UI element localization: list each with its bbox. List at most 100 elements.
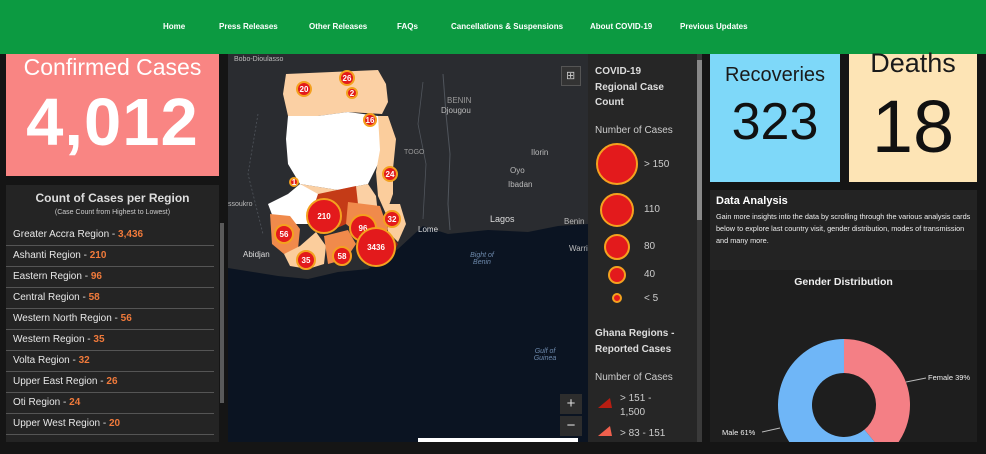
region-count-panel: Count of Cases per Region (Case Count fr… (6, 185, 224, 442)
bubble-label: 16 (366, 116, 375, 125)
bubble-label: 20 (300, 85, 309, 94)
region-row[interactable]: Western North Region - 56 (6, 309, 214, 330)
bubble-label: 32 (388, 215, 397, 224)
bubble-label: 26 (343, 74, 352, 83)
gender-title: Gender Distribution (794, 276, 893, 288)
map-label: ssoukro (228, 201, 253, 208)
region-value: 56 (120, 313, 132, 324)
zoom-in-button[interactable]: + (560, 394, 582, 414)
map-label: Lagos (490, 214, 515, 224)
map-label: Bobo-Dioulasso (234, 56, 284, 63)
female-label: Female 39% (928, 373, 971, 382)
bubble-label: 1 (292, 178, 297, 187)
map-view[interactable]: 26 20 2 16 1 24 210 96 32 56 3436 35 58 (228, 54, 588, 442)
region-name: Greater Accra Region - (13, 229, 119, 240)
map-bubble[interactable] (306, 198, 342, 234)
map-overview-button[interactable]: ⊞ (561, 66, 581, 86)
region-panel-subtitle: (Case Count from Highest to Lowest) (54, 209, 171, 216)
scroll-thumb[interactable] (697, 60, 702, 220)
legend-title: Regional Case (595, 82, 664, 93)
region-row[interactable]: Greater Accra Region - 3,436 (6, 225, 214, 246)
map-label: BENIN (447, 96, 472, 105)
map-label: Benin (564, 217, 585, 226)
map-label: Abidjan (243, 250, 270, 259)
nav-cancellations[interactable]: Cancellations & Suspensions (451, 22, 564, 31)
legend-bubble (604, 234, 630, 260)
nav-other-releases[interactable]: Other Releases (309, 22, 368, 31)
data-analysis-card: Data Analysis Gain more insights into th… (710, 190, 977, 270)
map-bubble[interactable] (332, 246, 352, 266)
legend-bubble (612, 293, 622, 303)
region-name: Eastern Region - (13, 271, 91, 282)
region-row[interactable]: Ashanti Region - 210 (6, 246, 214, 267)
region-name: Ashanti Region - (13, 250, 90, 261)
map-bubble[interactable] (274, 224, 294, 244)
nav-home[interactable]: Home (163, 22, 186, 31)
map-bubble[interactable] (289, 177, 299, 187)
bubble-label: 210 (317, 212, 331, 221)
analysis-text: Gain more insights into the data by scro… (716, 212, 971, 245)
nav-previous-updates[interactable]: Previous Updates (680, 22, 748, 31)
legend-subtitle: Number of Cases (595, 372, 673, 383)
map-canvas[interactable]: 26 20 2 16 1 24 210 96 32 56 3436 35 58 (228, 54, 588, 442)
legend-range-label: > 83 - 151 (620, 428, 666, 439)
region-value: 32 (78, 355, 90, 366)
map-bubble[interactable] (382, 166, 398, 182)
region-name: Upper West Region - (13, 418, 109, 429)
region-value: 210 (89, 250, 107, 261)
map-label: Warri (569, 244, 588, 253)
legend-title: Reported Cases (595, 344, 672, 355)
confirmed-cases-card: Confirmed Cases 4,012 (6, 54, 219, 176)
legend-bubble (600, 193, 634, 227)
legend-title: COVID-19 (595, 66, 642, 77)
map-bubble[interactable] (296, 250, 316, 270)
region-row[interactable]: Upper East Region - 26 (6, 372, 214, 393)
female-slice[interactable] (844, 339, 910, 442)
map-bubble[interactable] (346, 87, 358, 99)
region-row[interactable]: Oti Region - 24 (6, 393, 214, 414)
region-panel-title: Count of Cases per Region (35, 191, 190, 205)
map-bubble[interactable] (356, 227, 396, 267)
region-row[interactable]: Eastern Region - 96 (6, 267, 214, 288)
region-list-scrollbar[interactable] (220, 223, 224, 403)
legend-bubble (596, 143, 638, 185)
nav-faqs[interactable]: FAQs (397, 22, 418, 31)
region-row[interactable]: Western Region - 35 (6, 330, 214, 351)
region-row[interactable]: Upper West Region - 20 (6, 414, 214, 435)
region-name: Upper East Region - (13, 376, 107, 387)
bubble-label: 3436 (367, 243, 385, 252)
legend-range-label: > 151 - (620, 393, 652, 404)
nav-press-releases[interactable]: Press Releases (219, 22, 278, 31)
gender-donut-chart (761, 339, 927, 442)
map-bubble[interactable] (339, 70, 355, 86)
legend-scrollbar[interactable] (697, 54, 702, 442)
legend-title: Count (595, 97, 624, 108)
map-label: TOGO (404, 149, 425, 156)
region-value: 24 (69, 397, 81, 408)
map-label: Djougou (441, 106, 471, 115)
legend-size-label: 40 (644, 269, 656, 280)
recoveries-value: 323 (731, 93, 819, 151)
zoom-out-button[interactable]: − (560, 416, 582, 436)
map-label: Ibadan (508, 180, 533, 189)
grid-icon: ⊞ (566, 70, 576, 82)
region-value: 26 (106, 376, 118, 387)
legend-size-label: 80 (644, 241, 656, 252)
legend-size-label: > 150 (644, 159, 670, 170)
map-bubble[interactable] (363, 113, 377, 127)
male-slice[interactable] (778, 339, 886, 442)
top-navigation: Home Press Releases Other Releases FAQs … (0, 0, 986, 54)
bubble-label: 35 (302, 256, 311, 265)
region-name: Oti Region - (13, 397, 70, 408)
region-row[interactable]: Central Region - 58 (6, 288, 214, 309)
bubble-label: 58 (338, 252, 347, 261)
deaths-card: Deaths 18 (849, 48, 977, 182)
map-bubble[interactable] (383, 210, 401, 228)
map-bubble[interactable] (296, 81, 312, 97)
region-name: Western North Region - (13, 313, 121, 324)
bubble-label: 56 (280, 230, 289, 239)
nav-about-covid[interactable]: About COVID-19 (590, 22, 653, 31)
map-label: Oyo (510, 166, 525, 175)
region-row[interactable]: Volta Region - 32 (6, 351, 214, 372)
map-label: Bight of Benin (470, 252, 494, 266)
